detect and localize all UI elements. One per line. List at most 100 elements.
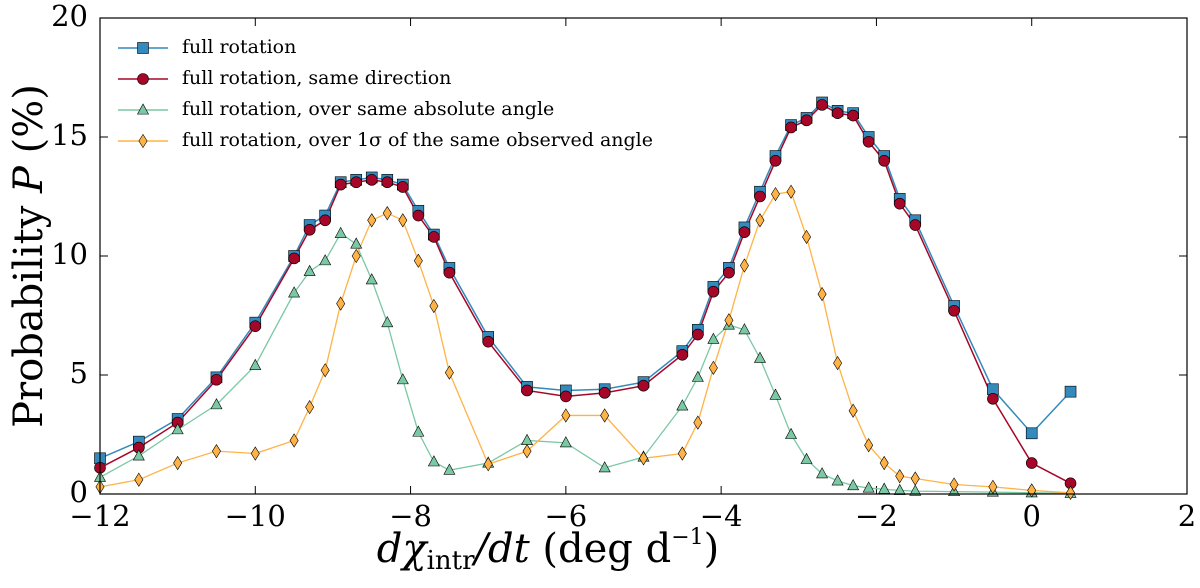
x-tick-label: −12 <box>69 499 130 533</box>
data-point <box>893 483 906 495</box>
data-point <box>288 286 301 298</box>
data-point <box>878 482 891 494</box>
data-point <box>444 365 454 380</box>
plot-frame <box>99 17 1188 495</box>
x-tick-label: −10 <box>225 499 286 533</box>
data-point <box>847 109 859 122</box>
data-point <box>598 461 611 473</box>
data-point <box>949 477 959 492</box>
data-point <box>483 457 493 472</box>
data-point <box>754 190 766 203</box>
data-point <box>708 360 718 376</box>
data-point <box>1066 485 1076 500</box>
y-tick-label: 15 <box>51 118 88 152</box>
data-point <box>428 231 440 243</box>
legend-label: full rotation, same direction <box>182 67 451 89</box>
data-point <box>381 315 394 328</box>
data-point <box>397 181 409 193</box>
data-point <box>443 266 456 279</box>
x-tick-label: −2 <box>855 499 898 533</box>
data-point <box>336 296 346 311</box>
data-point <box>738 226 751 238</box>
data-point <box>211 443 221 459</box>
data-point <box>522 443 532 459</box>
data-point <box>412 425 425 437</box>
data-point <box>412 209 425 222</box>
series-line <box>100 103 1071 484</box>
data-point <box>210 373 223 386</box>
data-point <box>303 264 316 276</box>
data-point <box>800 114 813 127</box>
legend-label: full rotation, over same absolute angle <box>182 98 554 120</box>
data-point <box>429 298 439 314</box>
data-point <box>482 335 495 348</box>
y-label-part: Probability <box>6 193 52 428</box>
x-label-part: (deg d <box>530 526 672 572</box>
data-point <box>847 478 860 491</box>
data-point <box>443 463 456 475</box>
data-point <box>561 408 571 423</box>
y-axis-label: Probability P (%) <box>6 84 52 428</box>
data-point <box>334 226 347 238</box>
legend-marker <box>136 103 150 115</box>
data-point <box>559 436 572 448</box>
legend-marker <box>137 42 149 54</box>
data-point <box>598 387 611 399</box>
series-line <box>100 232 1071 494</box>
data-point <box>739 258 749 273</box>
data-point <box>367 213 377 228</box>
data-point <box>396 373 409 385</box>
data-point <box>771 186 780 202</box>
y-label-part: (%) <box>6 84 52 166</box>
y-label-part: P <box>6 165 52 194</box>
data-point <box>350 176 363 189</box>
y-tick-label: 0 <box>70 475 88 509</box>
data-point <box>350 237 363 249</box>
data-point <box>398 213 408 228</box>
y-tick-label: 5 <box>70 356 88 390</box>
data-point <box>382 205 392 221</box>
data-point <box>816 99 828 111</box>
y-tick-label: 10 <box>51 237 88 271</box>
data-point <box>769 388 782 400</box>
data-point <box>848 403 858 418</box>
data-point <box>816 467 829 479</box>
data-point <box>910 471 920 486</box>
data-point <box>303 224 316 236</box>
x-label-part: −1 <box>671 525 703 550</box>
data-point <box>879 455 889 471</box>
data-point <box>755 213 765 228</box>
data-point <box>676 399 689 411</box>
data-point <box>171 423 184 435</box>
data-point <box>521 384 533 397</box>
data-point <box>753 351 766 363</box>
data-point <box>862 135 875 148</box>
data-point <box>210 398 223 410</box>
x-tick-label: −8 <box>389 499 432 533</box>
data-point <box>692 328 704 341</box>
legend-label: full rotation, over 1σ of the same obser… <box>182 129 653 151</box>
data-point <box>893 197 906 210</box>
x-label-part: intr <box>427 546 476 576</box>
data-point <box>802 229 812 245</box>
x-label-part: dχ <box>377 526 430 572</box>
x-tick-label: 2 <box>1178 499 1196 533</box>
data-point <box>319 254 332 266</box>
data-point <box>381 176 394 189</box>
data-point <box>862 481 875 493</box>
data-point <box>909 219 922 231</box>
data-point <box>724 313 734 328</box>
data-point <box>334 178 347 191</box>
data-point <box>351 248 361 264</box>
x-label-part: ) <box>704 526 720 572</box>
data-point <box>878 155 890 167</box>
data-point <box>693 415 703 430</box>
data-point <box>288 252 300 265</box>
data-point <box>305 399 315 415</box>
data-point <box>676 348 689 361</box>
data-point <box>320 363 330 378</box>
data-point <box>319 214 331 227</box>
legend-marker <box>138 133 148 149</box>
x-tick-label: 0 <box>1022 499 1040 533</box>
